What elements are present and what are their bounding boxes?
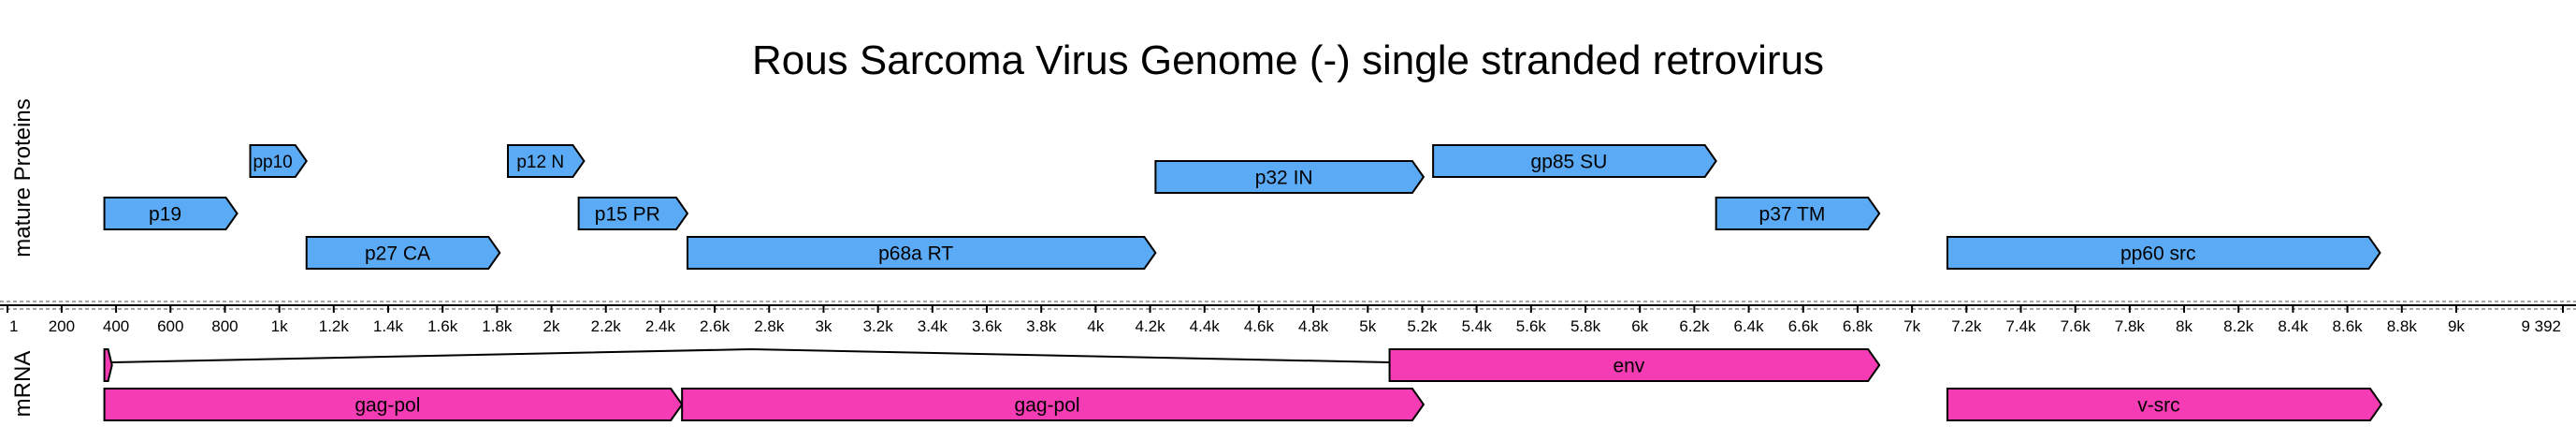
axis-tick-label: 1.6k xyxy=(427,317,458,335)
track-label-mrna: mRNA xyxy=(10,351,36,418)
axis-tick-label: 2.2k xyxy=(591,317,622,335)
axis-tick-label: 1.4k xyxy=(373,317,404,335)
axis-tick-label: 400 xyxy=(103,317,129,335)
track-label-mature-proteins: mature Proteins xyxy=(10,98,36,257)
sequence-axis: 1 200 400 600 800 1k 1.2k 1.4k 1.6k 1.8k 2k 2.2k 2.4… xyxy=(0,301,2576,335)
protein-features: p19 pp10 p27 CA p12 N p15 PR p68a RT p32 IN gp8… xyxy=(103,144,2381,270)
feature-arrow xyxy=(1946,388,2383,421)
axis-tick-label: 2.8k xyxy=(754,317,785,335)
feature-label: gag-pol xyxy=(1015,395,1080,417)
protein-p19[interactable]: p19 xyxy=(103,197,239,230)
protein-p12-n[interactable]: p12 N xyxy=(506,144,586,178)
axis-tick-label: 7.4k xyxy=(2005,317,2036,335)
axis-tick-label: 800 xyxy=(211,317,238,335)
axis-tick-label: 4.2k xyxy=(1135,317,1165,335)
axis-tick-label: 9 392 xyxy=(2521,317,2561,335)
axis-tick-label: 6k xyxy=(1631,317,1648,335)
feature-label: p37 TM xyxy=(1759,204,1826,226)
feature-label: p32 IN xyxy=(1255,168,1313,189)
protein-p27-ca[interactable]: p27 CA xyxy=(305,236,501,270)
feature-label: env xyxy=(1613,356,1644,377)
protein-pp60-src[interactable]: pp60 src xyxy=(1946,236,2381,270)
feature-label: p15 PR xyxy=(595,204,660,226)
axis-tick-label: 7.2k xyxy=(1951,317,1982,335)
axis-tick-label: 2.4k xyxy=(645,317,676,335)
axis-tick-label: 1k xyxy=(271,317,288,335)
axis-tick-label: 8.2k xyxy=(2223,317,2254,335)
mrna-gag-pol[interactable]: gag-pol xyxy=(681,388,1425,421)
splice-junction-line xyxy=(111,347,1390,363)
axis-tick-label: 7.6k xyxy=(2061,317,2091,335)
axis-tick-label: 3.6k xyxy=(972,317,1003,335)
axis-tick-label: 5.8k xyxy=(1570,317,1601,335)
axis-tick-label: 3.4k xyxy=(918,317,948,335)
feature-arrow xyxy=(687,236,1157,270)
axis-tick-label: 2k xyxy=(543,317,560,335)
protein-p32-in[interactable]: p32 IN xyxy=(1154,160,1425,194)
axis-tick-label: 3.2k xyxy=(863,317,894,335)
protein-p15-pr[interactable]: p15 PR xyxy=(577,197,689,230)
protein-p37-tm[interactable]: p37 TM xyxy=(1715,197,1881,230)
axis-tick-label: 600 xyxy=(157,317,183,335)
axis-tick-label: 3k xyxy=(815,317,832,335)
axis-tick-label: 4.4k xyxy=(1190,317,1221,335)
axis-tick-label: 9k xyxy=(2448,317,2465,335)
feature-arrow xyxy=(1946,236,2381,270)
axis-tick-label: 5k xyxy=(1359,317,1376,335)
protein-p68a-rt[interactable]: p68a RT xyxy=(687,236,1157,270)
feature-arrow xyxy=(681,388,1425,421)
mrna-features: env gag-pol gag-pol v-src xyxy=(103,347,2383,421)
mrna[interactable] xyxy=(103,348,113,382)
mrna-v-src[interactable]: v-src xyxy=(1946,388,2383,421)
feature-arrow xyxy=(1388,348,1881,382)
axis-tick-label: 1.2k xyxy=(319,317,350,335)
mrna-env[interactable]: env xyxy=(1388,348,1881,382)
mrna-gag-pol[interactable]: gag-pol xyxy=(103,388,684,421)
feature-label: p19 xyxy=(149,204,181,226)
feature-label: p27 CA xyxy=(365,243,430,265)
protein-pp10[interactable]: pp10 xyxy=(249,144,308,178)
feature-arrow xyxy=(103,348,113,382)
axis-tick-label: 7k xyxy=(1903,317,1920,335)
axis-tick-label: 6.8k xyxy=(1843,317,1874,335)
axis-tick-label: 8.8k xyxy=(2387,317,2418,335)
feature-arrow xyxy=(103,197,239,230)
axis-tick-label: 1 xyxy=(9,317,18,335)
axis-tick-label: 6.2k xyxy=(1679,317,1710,335)
axis-tick-label: 200 xyxy=(49,317,75,335)
feature-label: pp10 xyxy=(253,153,292,172)
feature-arrow xyxy=(506,144,586,178)
feature-label: p12 N xyxy=(516,153,564,172)
axis-tick-label: 5.6k xyxy=(1516,317,1547,335)
feature-label: p68a RT xyxy=(878,243,953,265)
axis-tick-label: 4.6k xyxy=(1244,317,1275,335)
feature-arrow xyxy=(1154,160,1425,194)
feature-label: pp60 src xyxy=(2120,243,2196,265)
axis-tick-label: 5.4k xyxy=(1462,317,1493,335)
protein-gp85-su[interactable]: gp85 SU xyxy=(1432,144,1717,178)
axis-tick-label: 8.6k xyxy=(2333,317,2364,335)
axis-tick-label: 2.6k xyxy=(700,317,731,335)
feature-arrow xyxy=(103,388,684,421)
axis-tick-label: 3.8k xyxy=(1026,317,1057,335)
axis-tick-label: 7.8k xyxy=(2115,317,2146,335)
feature-arrow xyxy=(249,144,308,178)
feature-arrow xyxy=(1715,197,1881,230)
axis-tick-label: 6.6k xyxy=(1788,317,1819,335)
axis-tick-label: 4k xyxy=(1087,317,1104,335)
axis-tick-label: 8k xyxy=(2176,317,2192,335)
feature-arrow xyxy=(577,197,689,230)
axis-tick-label: 6.4k xyxy=(1734,317,1765,335)
axis-tick-label: 1.8k xyxy=(482,317,513,335)
axis-tick-label: 5.2k xyxy=(1407,317,1438,335)
feature-label: gag-pol xyxy=(355,395,420,417)
axis-tick-label: 4.8k xyxy=(1298,317,1329,335)
feature-label: gp85 SU xyxy=(1531,152,1608,173)
feature-arrow xyxy=(305,236,501,270)
axis-tick-label: 8.4k xyxy=(2278,317,2308,335)
feature-label: v-src xyxy=(2137,395,2180,417)
chart-title: Rous Sarcoma Virus Genome (-) single str… xyxy=(752,37,1824,83)
feature-arrow xyxy=(1432,144,1717,178)
